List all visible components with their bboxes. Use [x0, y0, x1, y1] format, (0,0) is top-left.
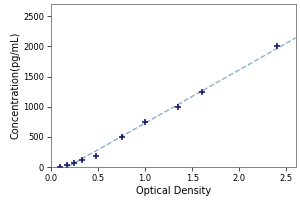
- Point: [143, 120, 148, 123]
- Point: [176, 105, 181, 108]
- Point: [80, 158, 84, 161]
- Point: [274, 45, 279, 48]
- X-axis label: Optical Density: Optical Density: [136, 186, 211, 196]
- Point: [94, 154, 98, 157]
- Point: [72, 162, 77, 165]
- Y-axis label: Concentration(pg/mL): Concentration(pg/mL): [10, 32, 20, 139]
- Point: [119, 135, 124, 139]
- Point: [64, 164, 69, 167]
- Point: [199, 90, 204, 93]
- Point: [58, 166, 63, 169]
